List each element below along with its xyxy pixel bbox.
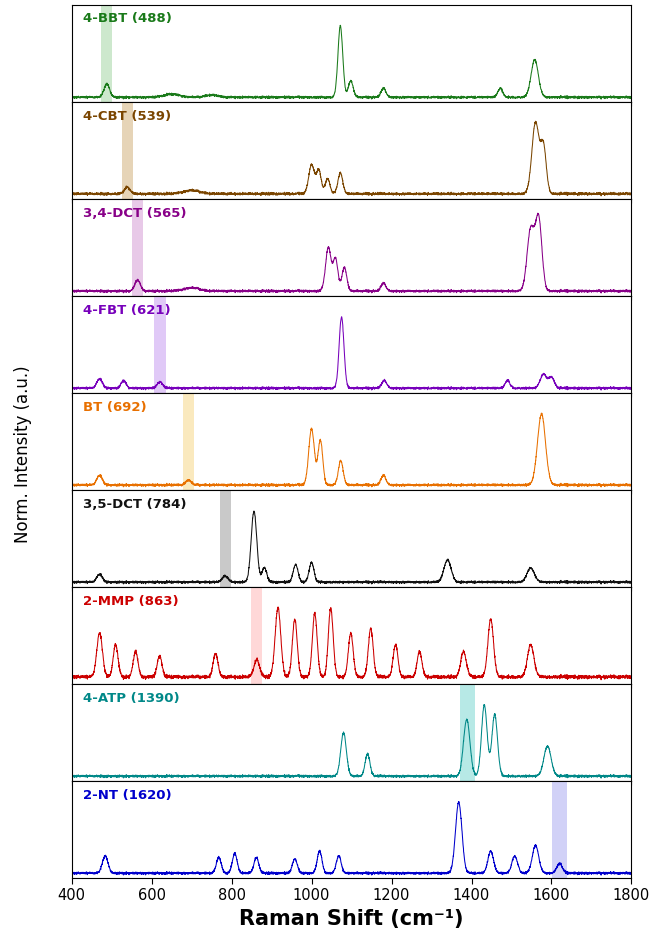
- Bar: [219, 490, 230, 587]
- Bar: [552, 780, 567, 878]
- Bar: [101, 5, 113, 102]
- Bar: [251, 587, 262, 684]
- Text: 3,4-DCT (565): 3,4-DCT (565): [83, 206, 186, 219]
- Text: 2-NT (1620): 2-NT (1620): [83, 789, 171, 801]
- Text: 3,5-DCT (784): 3,5-DCT (784): [83, 498, 186, 511]
- Text: Norm. Intensity (a.u.): Norm. Intensity (a.u.): [14, 365, 32, 543]
- Bar: [460, 684, 475, 780]
- Bar: [132, 199, 143, 296]
- Bar: [183, 393, 194, 490]
- Text: 4-FBT (621): 4-FBT (621): [83, 304, 171, 317]
- Text: BT (692): BT (692): [83, 400, 146, 413]
- Text: 4-CBT (539): 4-CBT (539): [83, 110, 171, 123]
- Text: 2-MMP (863): 2-MMP (863): [83, 595, 178, 607]
- X-axis label: Raman Shift (cm⁻¹): Raman Shift (cm⁻¹): [240, 909, 464, 929]
- Bar: [122, 102, 133, 199]
- Bar: [154, 296, 165, 393]
- Text: 4-BBT (488): 4-BBT (488): [83, 12, 172, 26]
- Text: 4-ATP (1390): 4-ATP (1390): [83, 692, 180, 705]
